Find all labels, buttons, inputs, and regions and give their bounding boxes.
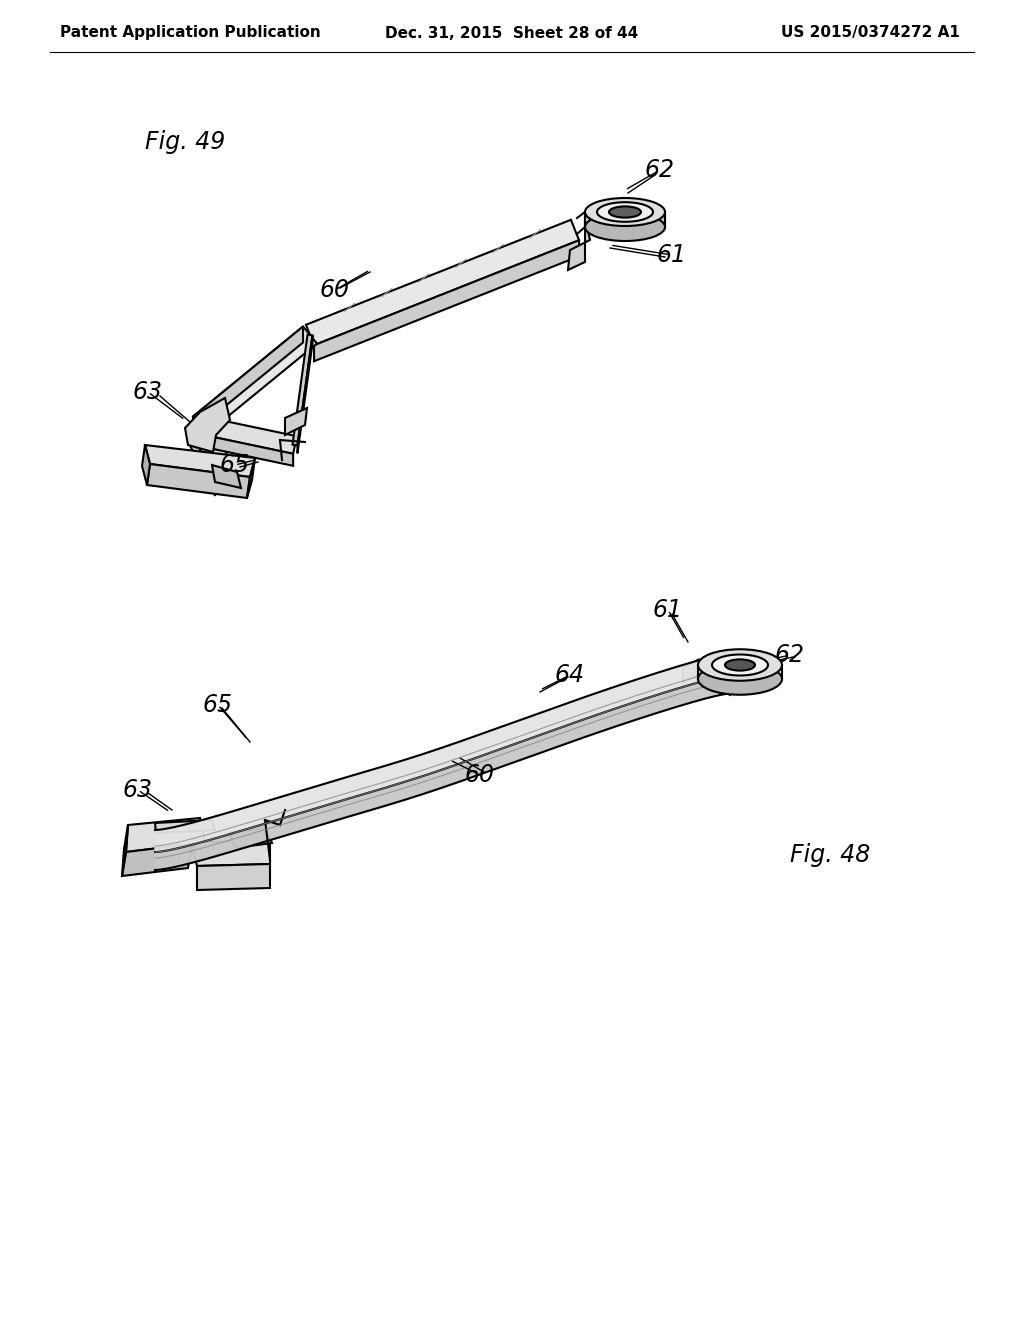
Polygon shape (199, 434, 293, 466)
Text: Fig. 49: Fig. 49 (145, 129, 225, 154)
Polygon shape (298, 335, 312, 453)
Ellipse shape (597, 202, 653, 222)
Polygon shape (155, 676, 730, 870)
Polygon shape (122, 843, 193, 876)
Polygon shape (314, 240, 579, 362)
Ellipse shape (725, 660, 755, 671)
Ellipse shape (585, 198, 665, 226)
Text: 62: 62 (645, 158, 675, 182)
Polygon shape (247, 458, 255, 498)
Polygon shape (194, 326, 317, 433)
Text: Fig. 48: Fig. 48 (790, 843, 870, 867)
Polygon shape (293, 335, 312, 445)
Polygon shape (197, 865, 270, 890)
Ellipse shape (698, 649, 782, 681)
Polygon shape (199, 416, 297, 454)
Polygon shape (155, 653, 730, 851)
Text: 62: 62 (775, 643, 805, 667)
Text: 63: 63 (123, 777, 153, 803)
Ellipse shape (698, 663, 782, 694)
Polygon shape (285, 408, 307, 436)
Text: 61: 61 (657, 243, 687, 267)
Text: 63: 63 (133, 380, 163, 404)
Text: 60: 60 (465, 763, 495, 787)
Ellipse shape (609, 206, 641, 218)
Polygon shape (142, 445, 150, 484)
Text: US 2015/0374272 A1: US 2015/0374272 A1 (781, 25, 961, 41)
Polygon shape (185, 399, 230, 451)
Polygon shape (122, 825, 128, 876)
Text: 65: 65 (220, 453, 250, 477)
Polygon shape (190, 420, 234, 480)
Text: 61: 61 (653, 598, 683, 622)
Text: 65: 65 (203, 693, 233, 717)
Polygon shape (126, 818, 270, 866)
Polygon shape (147, 465, 250, 498)
Text: Patent Application Publication: Patent Application Publication (60, 25, 321, 41)
Polygon shape (190, 430, 215, 496)
Ellipse shape (585, 213, 665, 242)
Polygon shape (155, 820, 215, 833)
Polygon shape (683, 660, 698, 682)
Polygon shape (306, 219, 579, 346)
Polygon shape (230, 828, 272, 847)
Polygon shape (568, 216, 590, 271)
Text: Dec. 31, 2015  Sheet 28 of 44: Dec. 31, 2015 Sheet 28 of 44 (385, 25, 639, 41)
Text: 60: 60 (319, 279, 350, 302)
Polygon shape (194, 326, 303, 433)
Polygon shape (212, 465, 241, 488)
Ellipse shape (712, 655, 768, 676)
Bar (585, 213, 665, 227)
Text: 64: 64 (555, 663, 585, 686)
Polygon shape (145, 445, 255, 477)
